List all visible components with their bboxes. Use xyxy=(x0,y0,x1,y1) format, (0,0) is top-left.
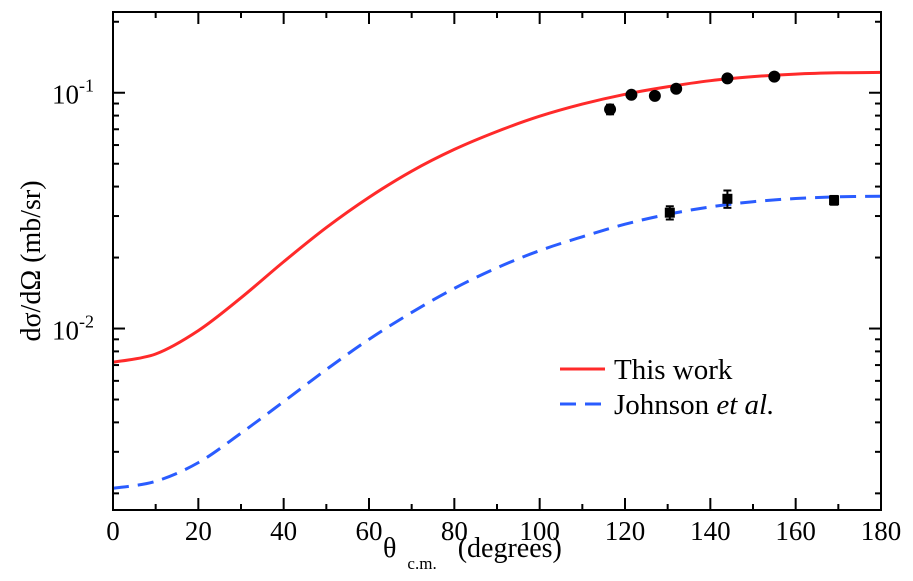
y-axis: 10-110-2 xyxy=(52,20,881,495)
y-tick-label: 10-1 xyxy=(52,76,94,110)
circle-data-point-2 xyxy=(648,89,661,102)
y-tick-exponent: -2 xyxy=(79,312,94,332)
circle-data-point-0 xyxy=(604,103,617,116)
circle-data-point-4 xyxy=(721,72,734,85)
x-axis: 0 20 40 60 80 100 120 140 160 180 xyxy=(106,12,901,546)
x-tick-label: 0 xyxy=(106,516,120,546)
circle-marker xyxy=(648,89,661,102)
y-tick-base: 10 xyxy=(52,316,79,346)
x-tick-label: 100 xyxy=(519,516,560,546)
legend-label-johnson-italic: et al. xyxy=(716,389,774,421)
square-data-point-1 xyxy=(722,189,733,209)
x-axis-subscript: c.m. xyxy=(407,554,436,573)
legend-label-johnson: Johnson et al. xyxy=(614,389,774,421)
y-axis-title: dσ/dΩ (mb/sr) xyxy=(16,180,47,341)
legend-label-johnson-plain: Johnson xyxy=(614,389,716,421)
square-marker xyxy=(722,193,733,204)
circle-marker xyxy=(625,88,638,101)
circle-marker xyxy=(670,82,683,95)
x-axis-unit: (degrees) xyxy=(458,533,562,564)
x-tick-label: 80 xyxy=(441,516,468,546)
series-line-this-work xyxy=(112,70,882,364)
series-line-johnson xyxy=(112,194,882,490)
x-tick-label: 120 xyxy=(605,516,646,546)
square-marker xyxy=(664,207,675,218)
y-tick-base: 10 xyxy=(52,80,79,110)
square-data-point-2 xyxy=(829,194,840,206)
legend: This work Johnson et al. xyxy=(560,354,774,421)
y-tick-exponent: -1 xyxy=(79,76,94,96)
circle-marker xyxy=(768,70,781,83)
x-axis-symbol: θ xyxy=(383,533,396,564)
square-marker xyxy=(829,195,840,206)
curves-layer xyxy=(112,70,882,490)
y-tick-label: 10-2 xyxy=(52,312,94,346)
circle-marker xyxy=(604,103,617,116)
circle-marker xyxy=(721,72,734,85)
circle-data-point-5 xyxy=(768,70,781,83)
square-data-point-0 xyxy=(664,205,675,221)
legend-label-this-work: This work xyxy=(614,354,733,386)
x-tick-label: 140 xyxy=(690,516,731,546)
circle-data-point-3 xyxy=(670,82,683,95)
x-tick-label: 180 xyxy=(861,516,902,546)
x-tick-label: 20 xyxy=(185,516,212,546)
x-tick-label: 60 xyxy=(356,516,383,546)
circle-data-point-1 xyxy=(625,88,638,101)
data-points-layer xyxy=(604,70,840,221)
plot-frame xyxy=(112,11,882,511)
x-tick-label: 40 xyxy=(270,516,297,546)
x-tick-label: 160 xyxy=(775,516,816,546)
x-axis-title: θ c.m. (degrees) xyxy=(383,533,562,576)
